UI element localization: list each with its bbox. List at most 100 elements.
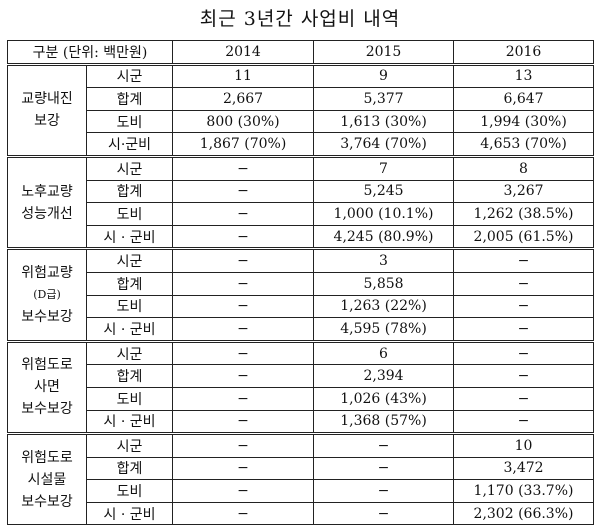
table-cell: 2,394 xyxy=(313,364,455,388)
section-name-line: 보수보강 xyxy=(21,401,73,418)
table-cell: − xyxy=(172,247,315,273)
table-cell: 10 xyxy=(453,432,595,458)
table-cell: − xyxy=(313,432,455,458)
table-cell: 4,245 (80.9%) xyxy=(313,224,455,250)
table-row: 도비 − −1,170 (33.7%) xyxy=(8,479,595,503)
table-row: 합계 −5,245 3,267 xyxy=(8,179,595,204)
table-row: 합계 −5,858− xyxy=(8,271,595,296)
table-cell: 4,653 (70%) xyxy=(453,132,595,157)
row-label: 합계 xyxy=(85,456,174,481)
section-name-line: 교량내진 xyxy=(21,91,73,108)
table-cell: − xyxy=(172,479,315,503)
row-label: 시군 xyxy=(85,63,174,89)
section-name-line: 사면 xyxy=(34,379,60,396)
header-year-2016: 2016 xyxy=(453,40,595,66)
row-label: 시 · 군비 xyxy=(85,224,174,250)
table-cell: 3,764 (70%) xyxy=(313,132,455,157)
row-label: 시 · 군비 xyxy=(85,501,174,525)
row-label: 시 · 군비 xyxy=(85,317,174,342)
table-cell: 9 xyxy=(313,63,455,89)
row-label: 합계 xyxy=(85,364,174,388)
row-label: 시군 xyxy=(85,432,174,458)
table-cell: 3 xyxy=(313,247,455,273)
header-year-2014: 2014 xyxy=(172,40,315,66)
table-header-row: 구분 (단위: 백만원) 2014 2015 2016 xyxy=(6,40,595,66)
table-cell: − xyxy=(453,271,595,296)
table-cell: 1,262 (38.5%) xyxy=(453,202,595,226)
header-category: 구분 (단위: 백만원) xyxy=(6,40,174,66)
table-body: 교량내진 보강 시군 11 9 13 합계 2,667 5,377 6,647 도비 800 (30%… xyxy=(7,63,595,525)
table-row: 도비 −1,263 (22%) − xyxy=(8,294,595,319)
row-label: 합계 xyxy=(85,87,174,111)
table-cell: 2,667 xyxy=(172,87,315,111)
table-cell: − xyxy=(172,501,315,525)
table-cell: − xyxy=(172,409,315,435)
table-cell: 7 xyxy=(313,154,455,181)
table-row: 위험교량 (D급) 보수보강 시군 −3− xyxy=(7,247,595,342)
table-cell: 800 (30%) xyxy=(172,109,315,134)
table-cell: 3,267 xyxy=(453,179,595,204)
table-cell: 1,613 (30%) xyxy=(313,109,455,134)
row-label: 도비 xyxy=(85,386,174,411)
table-row: 교량내진 보강 시군 11 9 13 xyxy=(7,63,595,157)
table-row: 도비 −1,000 (10.1%) 1,262 (38.5%) xyxy=(8,202,595,226)
table-cell: 11 xyxy=(172,63,315,89)
table-cell: 3,472 xyxy=(453,456,595,481)
table-cell: 1,000 (10.1%) xyxy=(313,202,455,226)
table-cell: 4,595 (78%) xyxy=(313,317,455,342)
section-name-line: 위험교량 xyxy=(21,265,73,282)
table-cell: − xyxy=(453,294,595,319)
table-cell: − xyxy=(172,179,315,204)
table-cell: − xyxy=(172,224,315,250)
row-label: 시군 xyxy=(85,339,174,366)
table-cell: − xyxy=(453,317,595,342)
table-cell: 5,858 xyxy=(313,271,455,296)
section-name-line: 노후교량 xyxy=(21,183,73,200)
table-cell: − xyxy=(172,456,315,481)
table-cell: − xyxy=(172,432,315,458)
table-cell: − xyxy=(453,339,595,366)
table-row: 시 · 군비 − −2,302 (66.3%) xyxy=(8,501,595,525)
table-cell: 1,994 (30%) xyxy=(453,109,595,134)
table-row: 합계 −2,394− xyxy=(8,364,595,388)
table-cell: − xyxy=(453,247,595,273)
table-cell: 6,647 xyxy=(453,87,595,111)
table-cell: 1,867 (70%) xyxy=(172,132,315,157)
table-row: 시 · 군비 −4,245 (80.9%) 2,005 (61.5%) xyxy=(8,224,595,250)
table-cell: 1,026 (43%) xyxy=(313,386,455,411)
table-row: 위험도로 시설물 보수보강 시군 − −10 xyxy=(7,432,595,525)
table-cell: 2,005 (61.5%) xyxy=(453,224,595,250)
budget-table: 구분 (단위: 백만원) 2014 2015 2016 교량내진 보강 시군 11 9 1… xyxy=(6,40,595,525)
table-cell: − xyxy=(313,479,455,503)
row-label: 시군 xyxy=(85,247,174,273)
table-cell: − xyxy=(172,294,315,319)
table-cell: 6 xyxy=(313,339,455,366)
table-cell: − xyxy=(172,317,315,342)
section-name-line: 보수보강 xyxy=(21,309,73,326)
table-cell: − xyxy=(453,409,595,435)
section-name-line: 위험도로 xyxy=(21,449,73,466)
table-cell: − xyxy=(172,339,315,366)
table-row: 노후교량 성능개선 시군 −7 8 xyxy=(7,154,595,250)
section-name-line: (D급) xyxy=(33,288,61,302)
table-cell: − xyxy=(172,271,315,296)
table-cell: 13 xyxy=(453,63,595,89)
row-label: 도비 xyxy=(85,109,174,134)
table-cell: − xyxy=(313,456,455,481)
section-name-line: 성능개선 xyxy=(21,205,73,222)
row-label: 도비 xyxy=(85,294,174,319)
table-row: 도비 −1,026 (43%) − xyxy=(8,386,595,411)
table-row: 도비 800 (30%) 1,613 (30%) 1,994 (30%) xyxy=(8,109,595,134)
table-row: 시 · 군비 −4,595 (78%) − xyxy=(8,317,595,342)
table-cell: 1,170 (33.7%) xyxy=(453,479,595,503)
section-name-line: 보강 xyxy=(34,113,60,130)
section-name-line: 보수보강 xyxy=(21,493,73,510)
section-name: 위험도로 시설물 보수보강 xyxy=(7,432,87,525)
table-cell: − xyxy=(453,386,595,411)
table-cell: − xyxy=(453,364,595,388)
table-cell: 2,302 (66.3%) xyxy=(453,501,595,525)
table-cell: 5,245 xyxy=(313,179,455,204)
row-label: 시군 xyxy=(85,154,174,181)
